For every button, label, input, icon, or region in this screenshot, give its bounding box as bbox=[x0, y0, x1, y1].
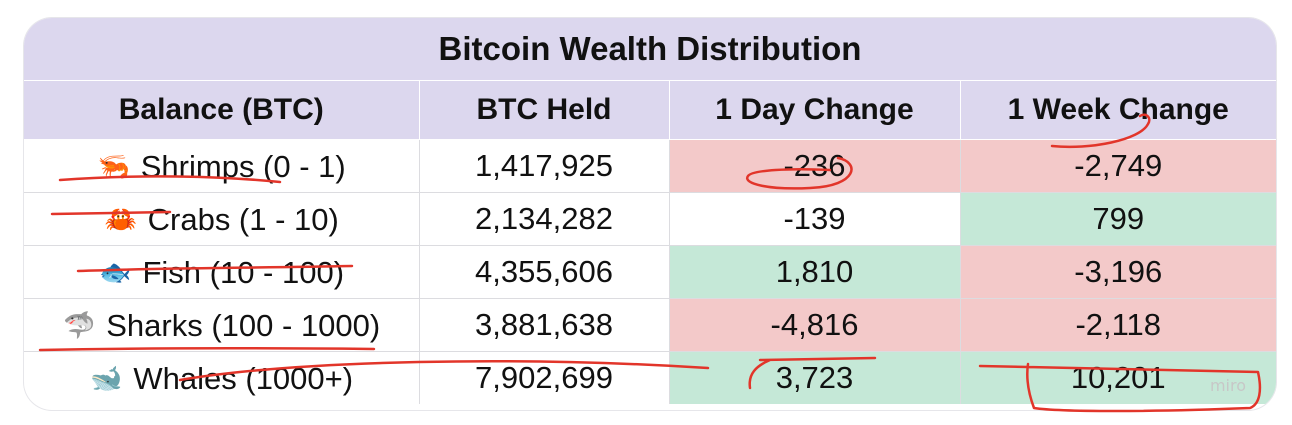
balance-label: Crabs (1 - 10) bbox=[147, 201, 339, 237]
header-1-day-change: 1 Day Change bbox=[669, 81, 961, 140]
header-row: Balance (BTC) BTC Held 1 Day Change 1 We… bbox=[24, 81, 1276, 140]
cell-btc-held: 3,881,638 bbox=[419, 298, 670, 352]
balance-label: Sharks (100 - 1000) bbox=[106, 307, 381, 343]
cell-btc-held: 1,417,925 bbox=[419, 139, 670, 193]
table-row: 🦀 Crabs (1 - 10) 2,134,282 -139 799 bbox=[24, 192, 1276, 246]
fish-icon: 🐟 bbox=[99, 257, 132, 288]
header-1-week-change: 1 Week Change bbox=[960, 81, 1276, 140]
cell-balance: 🦀 Crabs (1 - 10) bbox=[24, 192, 420, 246]
balance-label-group: 🦈 Sharks (100 - 1000) bbox=[62, 308, 380, 344]
miro-watermark: miro bbox=[1209, 376, 1246, 395]
cell-1-week-change: -2,749 bbox=[960, 139, 1276, 193]
cell-btc-held: 2,134,282 bbox=[419, 192, 670, 246]
cell-balance: 🦈 Sharks (100 - 1000) bbox=[24, 298, 420, 352]
balance-label-group: 🐋 Whales (1000+) bbox=[89, 361, 353, 397]
table-row: 🦈 Sharks (100 - 1000) 3,881,638 -4,816 -2,11… bbox=[24, 298, 1276, 352]
crab-icon: 🦀 bbox=[104, 204, 137, 235]
whale-icon: 🐋 bbox=[90, 363, 123, 394]
header-btc-held: BTC Held bbox=[419, 81, 670, 140]
cell-1-day-change: 1,810 bbox=[669, 245, 961, 299]
cell-balance: 🐟 Fish (10 - 100) bbox=[24, 245, 420, 299]
balance-label-group: 🦐 Shrimps (0 - 1) bbox=[97, 149, 346, 185]
cell-balance: 🦐 Shrimps (0 - 1) bbox=[24, 139, 420, 193]
cell-btc-held: 7,902,699 bbox=[419, 351, 670, 404]
cell-btc-held: 4,355,606 bbox=[419, 245, 670, 299]
balance-label: Whales (1000+) bbox=[133, 360, 354, 396]
wealth-distribution-card: Bitcoin Wealth Distribution Balance (BTC… bbox=[24, 18, 1276, 410]
table-row: 🐟 Fish (10 - 100) 4,355,606 1,810 -3,196 bbox=[24, 245, 1276, 299]
balance-label: Shrimps (0 - 1) bbox=[140, 148, 346, 184]
balance-label-group: 🦀 Crabs (1 - 10) bbox=[104, 201, 339, 238]
balance-label-group: 🐟 Fish (10 - 100) bbox=[98, 255, 344, 291]
cell-1-week-change: -2,118 bbox=[960, 298, 1276, 352]
shark-icon: 🦈 bbox=[63, 310, 96, 341]
table-row: 🦐 Shrimps (0 - 1) 1,417,925 -236 -2,749 bbox=[24, 139, 1276, 193]
cell-1-day-change: -139 bbox=[669, 192, 961, 246]
cell-1-day-change: -236 bbox=[669, 139, 961, 193]
cell-balance: 🐋 Whales (1000+) bbox=[24, 351, 420, 404]
table-row: 🐋 Whales (1000+) 7,902,699 3,723 10,201 bbox=[24, 351, 1276, 404]
balance-label: Fish (10 - 100) bbox=[142, 254, 345, 290]
table-title: Bitcoin Wealth Distribution bbox=[24, 18, 1276, 81]
header-balance: Balance (BTC) bbox=[24, 81, 420, 140]
wealth-table: Balance (BTC) BTC Held 1 Day Change 1 We… bbox=[24, 81, 1276, 404]
cell-1-week-change: -3,196 bbox=[960, 245, 1276, 299]
shrimp-icon: 🦐 bbox=[97, 151, 130, 182]
cell-1-day-change: -4,816 bbox=[669, 298, 961, 352]
cell-1-week-change: 799 bbox=[960, 192, 1276, 246]
cell-1-day-change: 3,723 bbox=[669, 351, 961, 404]
